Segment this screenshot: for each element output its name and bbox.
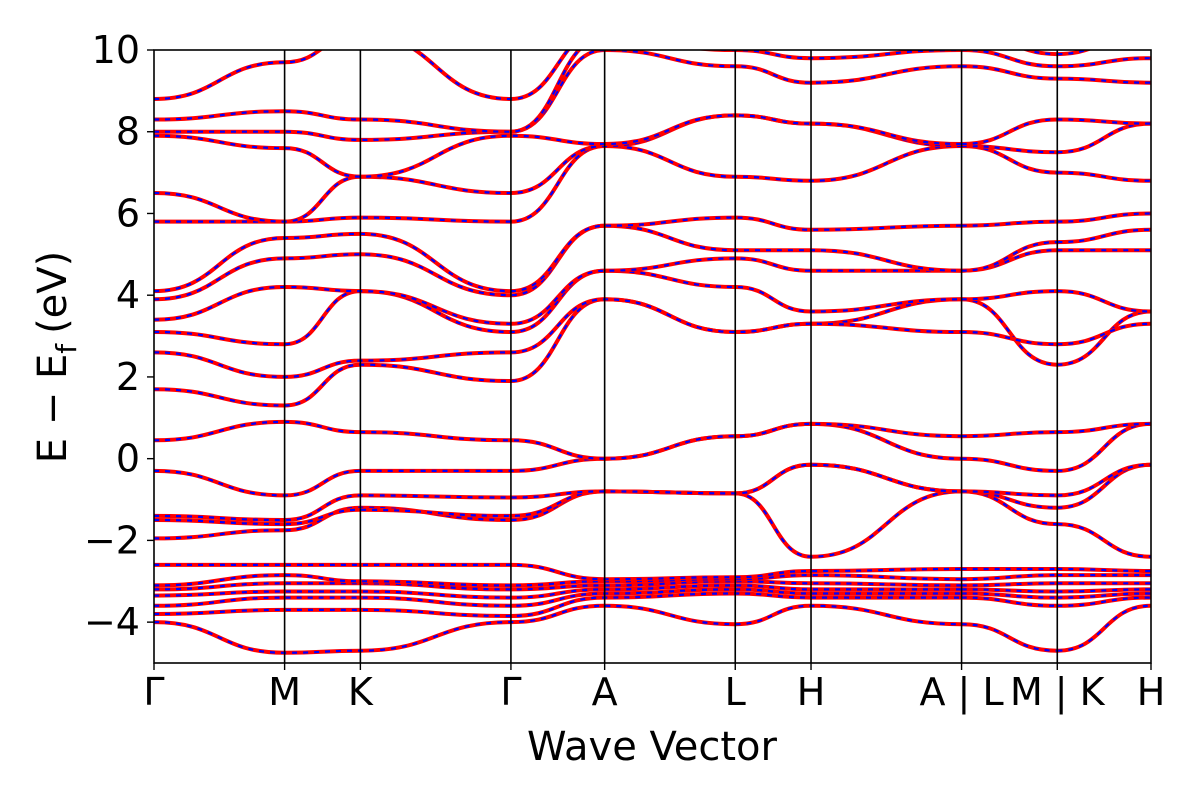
band-11-overlay bbox=[154, 422, 1151, 497]
x-tick-label: A bbox=[592, 670, 618, 714]
y-axis-label-subscript: f bbox=[50, 343, 83, 354]
x-tick-label: M bbox=[268, 670, 301, 714]
band-15-overlay bbox=[154, 269, 1151, 346]
band-22-overlay bbox=[154, 50, 1151, 142]
y-tick-label: 4 bbox=[116, 273, 140, 317]
x-tick-label: L bbox=[725, 670, 746, 714]
y-tick-label: 0 bbox=[116, 437, 140, 481]
y-tick-label: 8 bbox=[116, 110, 140, 154]
y-axis-label-main: E − E bbox=[30, 354, 76, 464]
y-tick-label: 2 bbox=[116, 355, 140, 399]
band-3-overlay bbox=[154, 588, 1151, 607]
y-tick-label: −2 bbox=[84, 518, 140, 562]
x-tick-label: H bbox=[1137, 670, 1166, 714]
band-5-overlay bbox=[154, 580, 1151, 591]
band-21-overlay bbox=[154, 114, 1151, 178]
x-tick-label: Γ bbox=[143, 670, 164, 714]
high-symmetry-lines bbox=[283, 50, 1059, 663]
x-tick-label: H bbox=[797, 670, 826, 714]
band-14-overlay bbox=[154, 298, 1151, 379]
plot-frame bbox=[153, 49, 1152, 664]
band-2-overlay bbox=[154, 592, 1151, 618]
band-24-overlay bbox=[154, 50, 1090, 101]
y-tick-label: 10 bbox=[92, 28, 140, 72]
band-12-overlay bbox=[154, 420, 1151, 460]
x-tick-label: A | L bbox=[919, 670, 1003, 715]
y-tick-label: 6 bbox=[116, 191, 140, 235]
x-axis-label: Wave Vector bbox=[527, 724, 778, 770]
band-6-overlay bbox=[154, 573, 1151, 587]
band-4-overlay bbox=[154, 584, 1151, 599]
x-tick-label: K bbox=[348, 670, 374, 714]
y-tick-label: −4 bbox=[84, 600, 140, 644]
y-axis-ticks: 10 8 6 4 2 0 −2 −4 bbox=[84, 28, 154, 644]
x-tick-label: Γ bbox=[500, 670, 521, 714]
band-7-overlay bbox=[154, 563, 1151, 581]
y-axis-label-unit: (eV) bbox=[30, 251, 76, 334]
band-20-overlay bbox=[154, 114, 1151, 223]
y-axis-label: E − Ef (eV) bbox=[30, 251, 83, 464]
band-10-overlay bbox=[154, 463, 1151, 522]
x-tick-label: M | K bbox=[1010, 670, 1106, 715]
